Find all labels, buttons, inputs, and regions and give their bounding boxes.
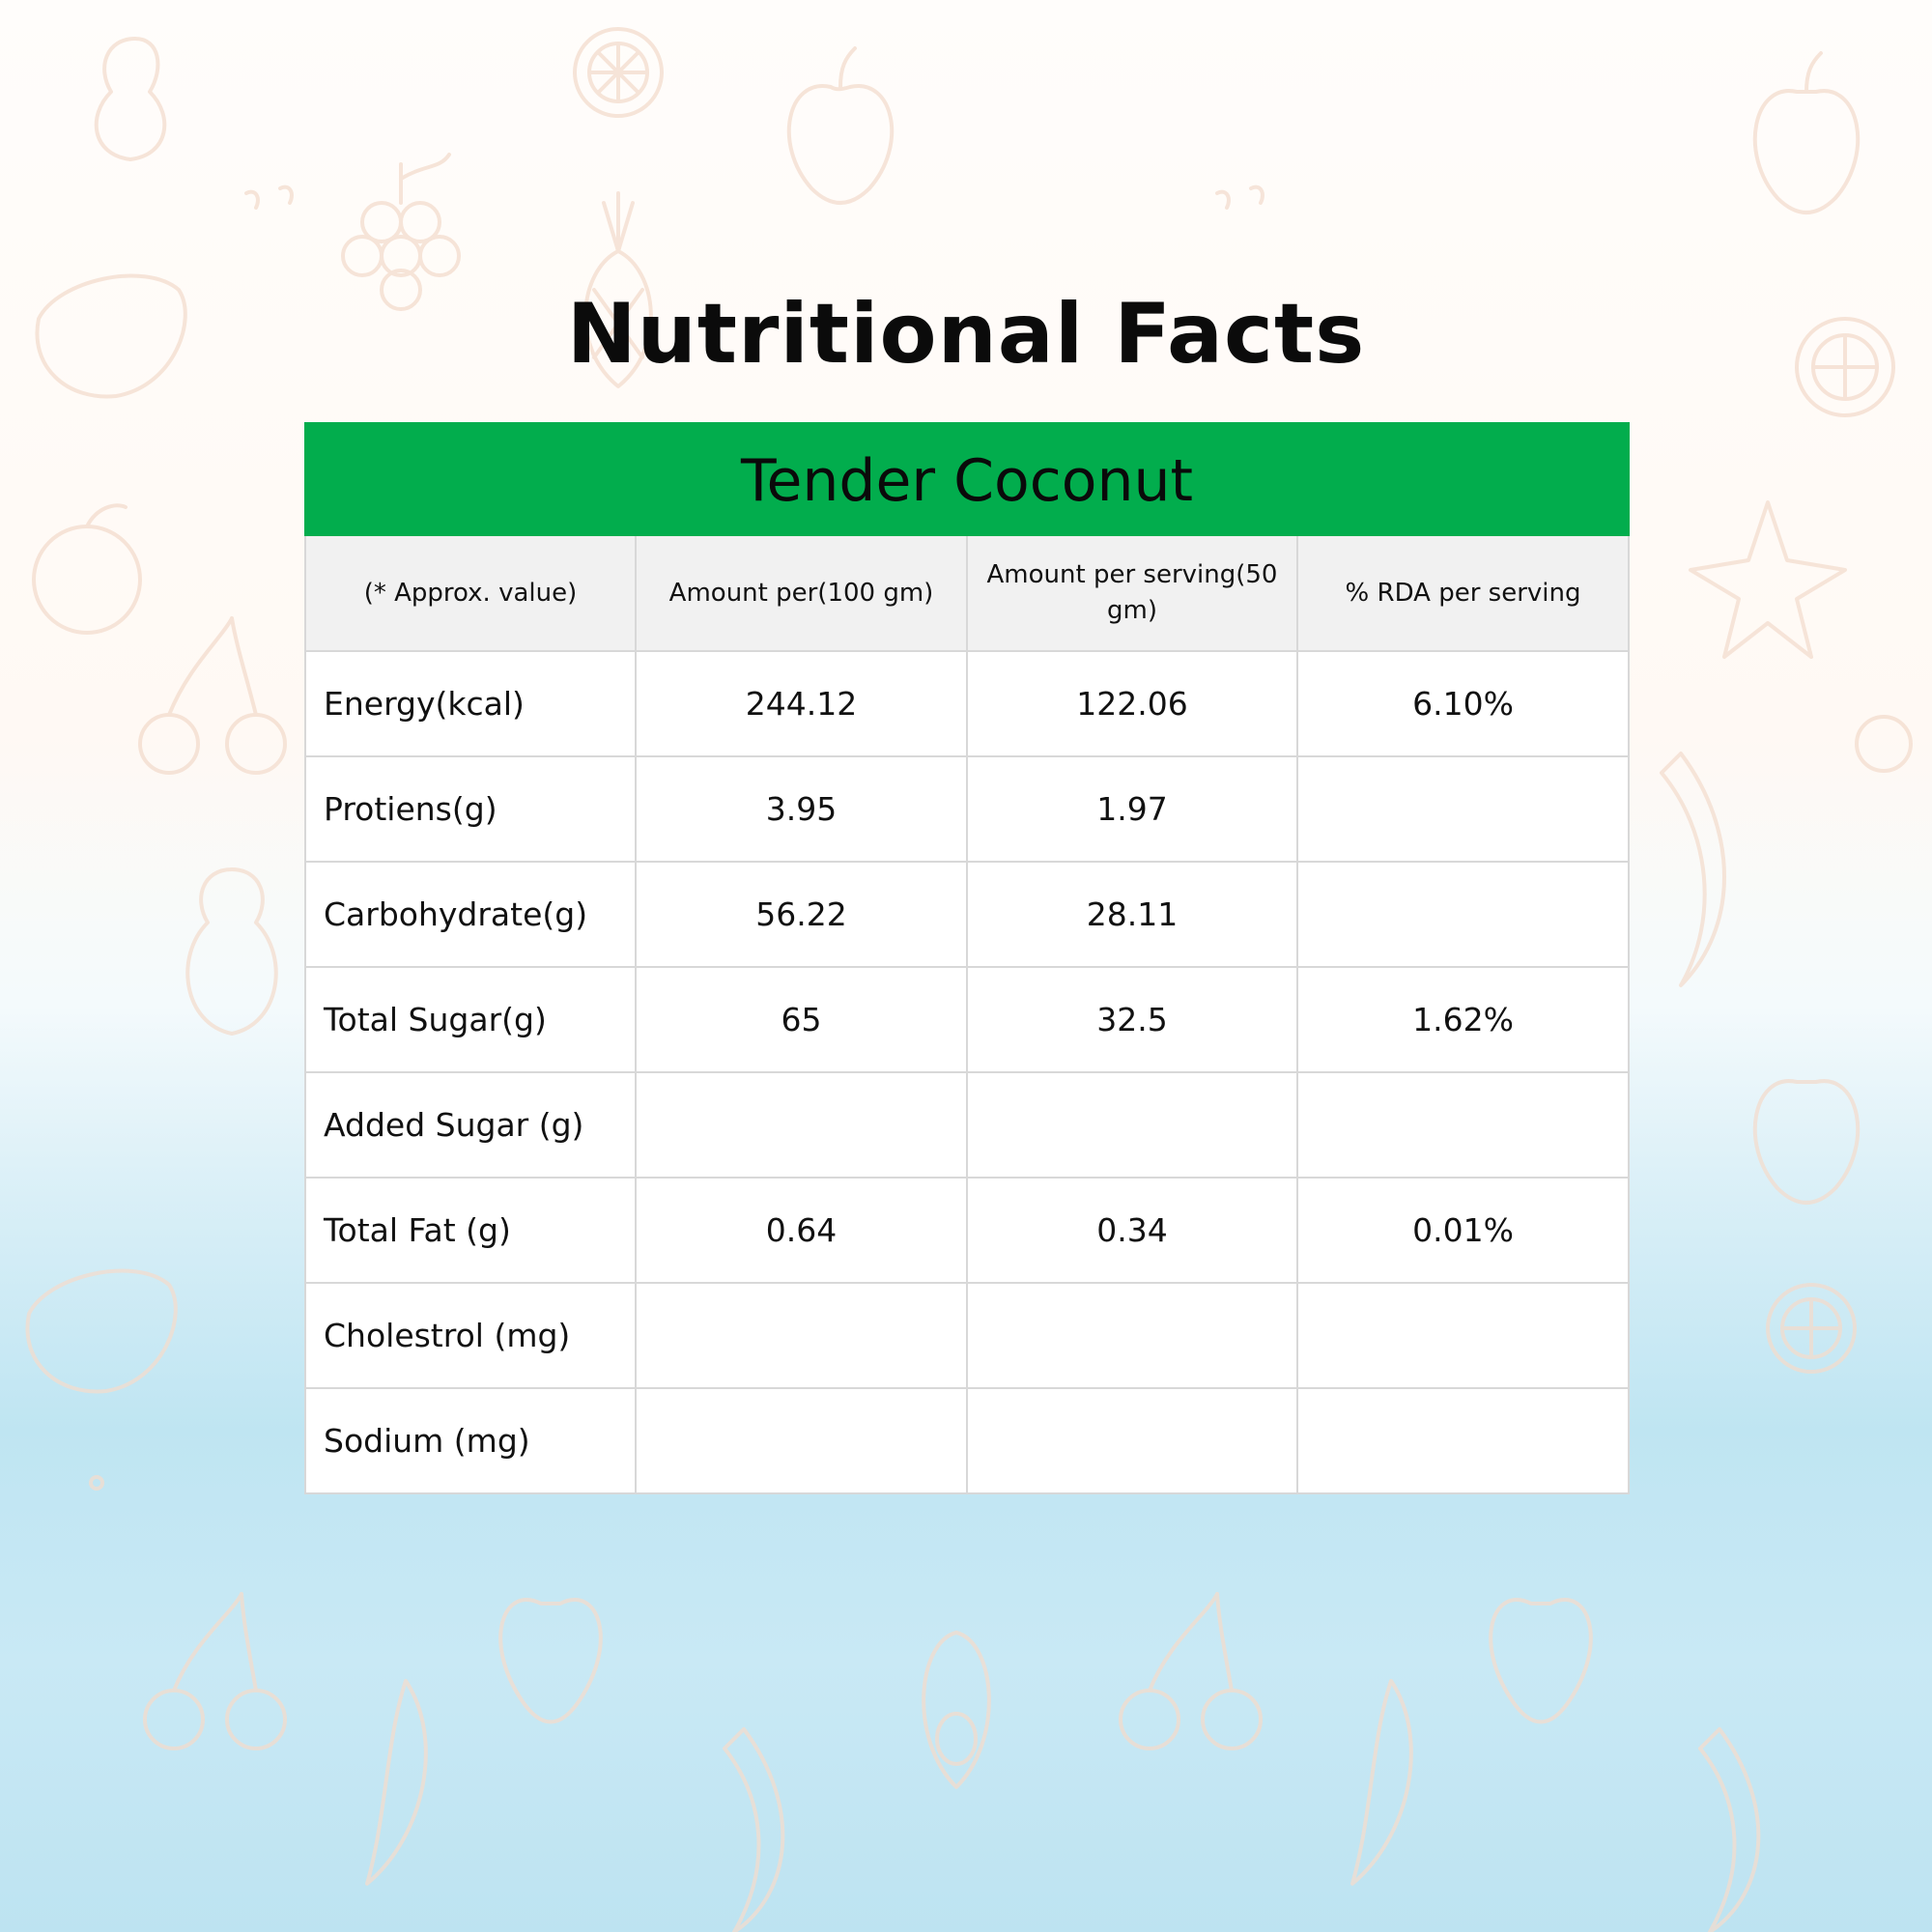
nutrient-name: Sodium (mg)	[304, 1387, 637, 1494]
table-row: Energy(kcal) 244.12 122.06 6.10%	[304, 650, 1631, 757]
value-per-serving	[966, 1282, 1298, 1389]
value-rda: 6.10%	[1295, 650, 1631, 757]
value-per-100gm	[635, 1387, 968, 1494]
header-approx-value: (* Approx. value)	[304, 534, 637, 652]
value-per-serving	[966, 1071, 1298, 1179]
nutrient-name: Added Sugar (g)	[304, 1071, 637, 1179]
table-row: Total Fat (g) 0.64 0.34 0.01%	[304, 1177, 1631, 1284]
value-per-100gm	[635, 1071, 968, 1179]
table-header-row: (* Approx. value) Amount per(100 gm) Amo…	[304, 534, 1631, 652]
value-per-serving: 32.5	[966, 966, 1298, 1073]
value-per-serving: 0.34	[966, 1177, 1298, 1284]
nutrient-name: Total Sugar(g)	[304, 966, 637, 1073]
value-per-serving: 1.97	[966, 755, 1298, 863]
table-row: Protiens(g) 3.95 1.97	[304, 755, 1631, 863]
page-title: Nutritional Facts	[566, 286, 1366, 383]
header-amount-per-serving: Amount per serving(50 gm)	[966, 534, 1298, 652]
value-per-100gm: 244.12	[635, 650, 968, 757]
nutrition-facts-table: Tender Coconut (* Approx. value) Amount …	[303, 422, 1631, 1494]
nutrient-name: Energy(kcal)	[304, 650, 637, 757]
value-per-100gm: 65	[635, 966, 968, 1073]
table-row: Added Sugar (g)	[304, 1071, 1631, 1179]
header-rda-per-serving: % RDA per serving	[1295, 534, 1631, 652]
value-rda	[1295, 1282, 1631, 1389]
value-per-100gm	[635, 1282, 968, 1389]
value-per-serving	[966, 1387, 1298, 1494]
value-rda	[1295, 861, 1631, 968]
table-row: Carbohydrate(g) 56.22 28.11	[304, 861, 1631, 968]
value-rda	[1295, 1071, 1631, 1179]
value-rda: 0.01%	[1295, 1177, 1631, 1284]
nutrient-name: Protiens(g)	[304, 755, 637, 863]
value-rda: 1.62%	[1295, 966, 1631, 1073]
value-per-100gm: 56.22	[635, 861, 968, 968]
value-rda	[1295, 1387, 1631, 1494]
table-row: Sodium (mg)	[304, 1387, 1631, 1494]
nutrient-name: Total Fat (g)	[304, 1177, 637, 1284]
table-row: Total Sugar(g) 65 32.5 1.62%	[304, 966, 1631, 1073]
nutrient-name: Cholestrol (mg)	[304, 1282, 637, 1389]
value-per-100gm: 0.64	[635, 1177, 968, 1284]
table-row: Cholestrol (mg)	[304, 1282, 1631, 1389]
value-per-100gm: 3.95	[635, 755, 968, 863]
value-per-serving: 122.06	[966, 650, 1298, 757]
value-rda	[1295, 755, 1631, 863]
header-amount-per-100gm: Amount per(100 gm)	[635, 534, 968, 652]
value-per-serving: 28.11	[966, 861, 1298, 968]
product-name: Tender Coconut	[303, 422, 1631, 536]
nutrient-name: Carbohydrate(g)	[304, 861, 637, 968]
product-banner-row: Tender Coconut	[303, 422, 1631, 536]
